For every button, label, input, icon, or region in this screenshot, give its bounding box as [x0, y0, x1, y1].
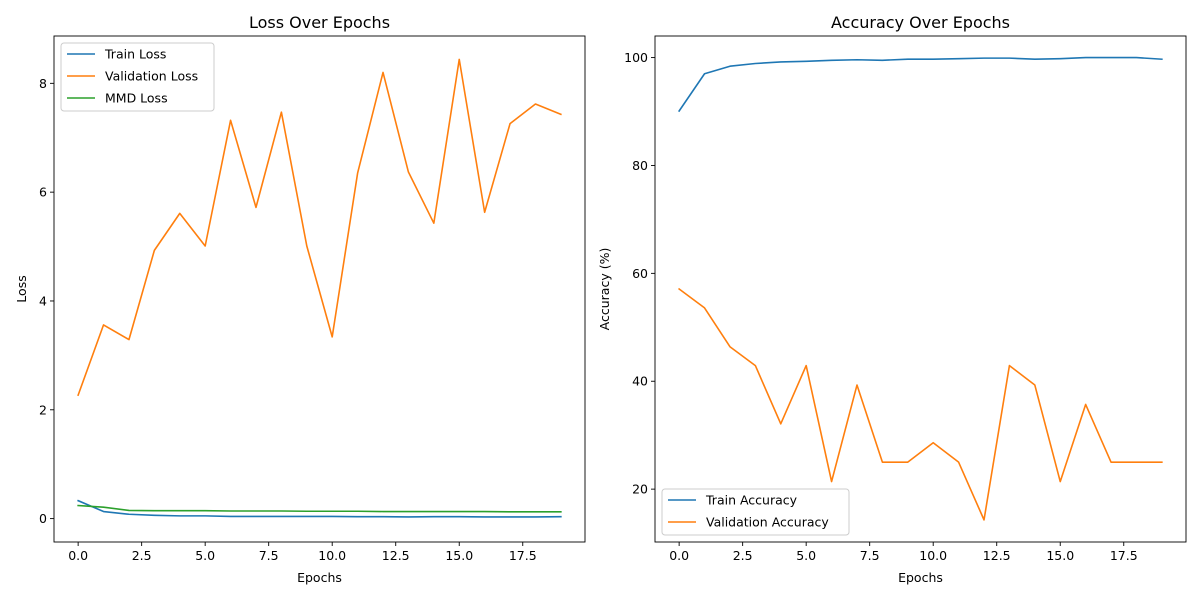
legend-label: Validation Loss: [105, 69, 198, 84]
x-tick-label: 2.5: [132, 548, 152, 563]
x-tick-label: 15.0: [445, 548, 473, 563]
x-tick-label: 10.0: [919, 548, 947, 563]
legend-label: MMD Loss: [105, 91, 168, 106]
x-tick-label: 5.0: [195, 548, 215, 563]
x-tick-label: 12.5: [382, 548, 410, 563]
plot-frame: [654, 35, 1187, 543]
legend: Train Accuracy Validation Accuracy: [661, 488, 850, 536]
x-tick-label: 7.5: [259, 548, 279, 563]
x-axis-label: Epochs: [297, 570, 342, 585]
legend-box: [661, 488, 850, 536]
series-line-train-loss: [77, 499, 562, 518]
x-tick-label: 10.0: [318, 548, 346, 563]
x-tick-label: 2.5: [733, 548, 753, 563]
y-tick-label: 100: [624, 50, 648, 65]
legend-label: Validation Accuracy: [706, 515, 829, 530]
x-tick-label: 7.5: [860, 548, 880, 563]
x-tick-label: 0.0: [669, 548, 689, 563]
y-tick-label: 40: [632, 374, 648, 389]
y-tick-label: 6: [39, 185, 47, 200]
x-axis-label: Epochs: [898, 570, 943, 585]
y-tick-label: 0: [39, 511, 47, 526]
series-line-mmd-loss: [77, 504, 562, 513]
series-line-train-accuracy: [678, 56, 1163, 113]
y-tick-label: 8: [39, 76, 47, 91]
plot-frame: [53, 35, 586, 543]
legend-label: Train Loss: [104, 47, 166, 62]
chart-title: Loss Over Epochs: [249, 13, 390, 32]
y-axis-label: Loss: [14, 275, 29, 302]
chart-title: Accuracy Over Epochs: [831, 13, 1010, 32]
legend-box: [60, 42, 215, 112]
series-line-validation-loss: [77, 58, 562, 397]
x-tick-label: 17.5: [509, 548, 537, 563]
y-tick-label: 4: [39, 293, 47, 308]
x-tick-label: 12.5: [983, 548, 1011, 563]
y-tick-label: 2: [39, 402, 47, 417]
x-tick-label: 15.0: [1046, 548, 1074, 563]
chart-panel-2: Accuracy Over Epochs 0.0 2.5 5.0 7.5 10.0 12.5…: [597, 13, 1187, 585]
x-tick-label: 5.0: [796, 548, 816, 563]
y-tick-label: 20: [632, 482, 648, 497]
x-tick-label: 17.5: [1110, 548, 1138, 563]
y-axis-label: Accuracy (%): [597, 248, 612, 331]
legend: Train Loss Validation Loss MMD Loss: [60, 42, 215, 112]
series-line-validation-accuracy: [678, 287, 1163, 521]
y-tick-label: 60: [632, 266, 648, 281]
legend-label: Train Accuracy: [705, 493, 798, 508]
y-tick-label: 80: [632, 158, 648, 173]
x-tick-label: 0.0: [68, 548, 88, 563]
chart-panel-1: Loss Over Epochs 0.0 2.5 5.0 7.5 10.0 12.5 15.0…: [14, 13, 586, 585]
